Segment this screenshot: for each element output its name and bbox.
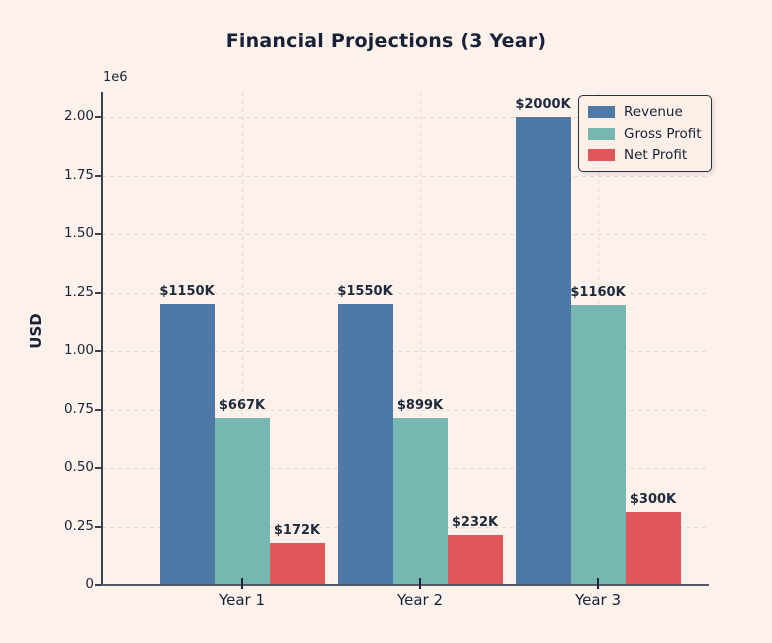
bar-label-revenue-year-2: $1550K [337, 284, 393, 300]
y-tick-label: 1.25 [63, 283, 94, 300]
x-tick [597, 578, 599, 589]
legend-swatch-net-profit [588, 148, 615, 161]
x-tick-label-year-1: Year 1 [218, 591, 266, 609]
bar-gross-profit-year-2 [392, 417, 448, 585]
y-tick [95, 233, 102, 235]
x-axis-spine [101, 584, 709, 586]
y-tick [95, 584, 102, 586]
horizontal-gridline [102, 351, 708, 352]
y-tick [95, 350, 102, 352]
legend-label: Net Profit [624, 146, 688, 163]
y-tick-label: 1.00 [63, 342, 94, 358]
y-tick [95, 174, 102, 177]
y-tick-label: 0.25 [63, 517, 94, 534]
y-axis-offset-label: 1e6 [103, 70, 128, 85]
chart-title: Financial Projections (3 Year) [225, 30, 547, 52]
vertical-gridline [420, 92, 421, 585]
bar-label-revenue-year-3: $2000K [515, 97, 571, 112]
x-tick [419, 578, 421, 589]
bar-label-revenue-year-1: $1150K [159, 284, 215, 300]
y-tick [95, 116, 102, 118]
bar-net-profit-year-2 [447, 534, 503, 585]
vertical-gridline [242, 92, 243, 585]
legend-item-gross-profit: Gross Profit [588, 126, 702, 142]
bar-net-profit-year-1 [269, 542, 325, 585]
y-tick [95, 408, 102, 411]
legend-label: Revenue [624, 104, 683, 121]
horizontal-gridline [102, 292, 708, 294]
bar-label-net-profit-year-2: $232K [451, 514, 499, 530]
bar-gross-profit-year-1 [214, 417, 270, 585]
y-tick-label: 2.00 [63, 108, 94, 124]
bar-gross-profit-year-3 [570, 304, 626, 585]
x-tick [241, 578, 243, 589]
legend: Revenue Gross Profit Net Profit [578, 95, 712, 172]
bar-label-gross-profit-year-1: $667K [218, 397, 266, 413]
y-tick-label: 0.75 [63, 400, 94, 417]
bar-revenue-year-1 [159, 304, 215, 585]
legend-swatch-revenue [588, 106, 615, 119]
bar-label-net-profit-year-3: $300K [629, 491, 677, 507]
y-tick [95, 467, 102, 469]
bar-net-profit-year-3 [625, 511, 681, 585]
y-tick-label: 1.50 [63, 225, 94, 241]
bar-revenue-year-2 [337, 304, 393, 585]
x-tick-label-year-3: Year 3 [574, 591, 622, 609]
bar-label-gross-profit-year-2: $899K [396, 397, 444, 413]
y-tick [95, 291, 102, 294]
bar-revenue-year-3 [515, 117, 571, 585]
bar-label-gross-profit-year-3: $1160K [570, 284, 626, 300]
y-tick-label: 0 [85, 576, 94, 592]
horizontal-gridline [102, 234, 708, 235]
y-tick-label: 0.50 [63, 459, 94, 475]
y-tick [95, 525, 102, 528]
legend-swatch-gross-profit [588, 127, 615, 140]
horizontal-gridline [102, 117, 708, 118]
bar-label-net-profit-year-1: $172K [273, 522, 321, 538]
legend-item-revenue: Revenue [588, 104, 702, 120]
horizontal-gridline [102, 409, 708, 411]
horizontal-gridline [102, 175, 708, 177]
legend-label: Gross Profit [624, 125, 702, 142]
y-tick-label: 1.75 [63, 166, 94, 183]
legend-item-net-profit: Net Profit [588, 147, 702, 163]
y-axis-spine [101, 92, 103, 585]
x-tick-label-year-2: Year 2 [396, 591, 444, 609]
